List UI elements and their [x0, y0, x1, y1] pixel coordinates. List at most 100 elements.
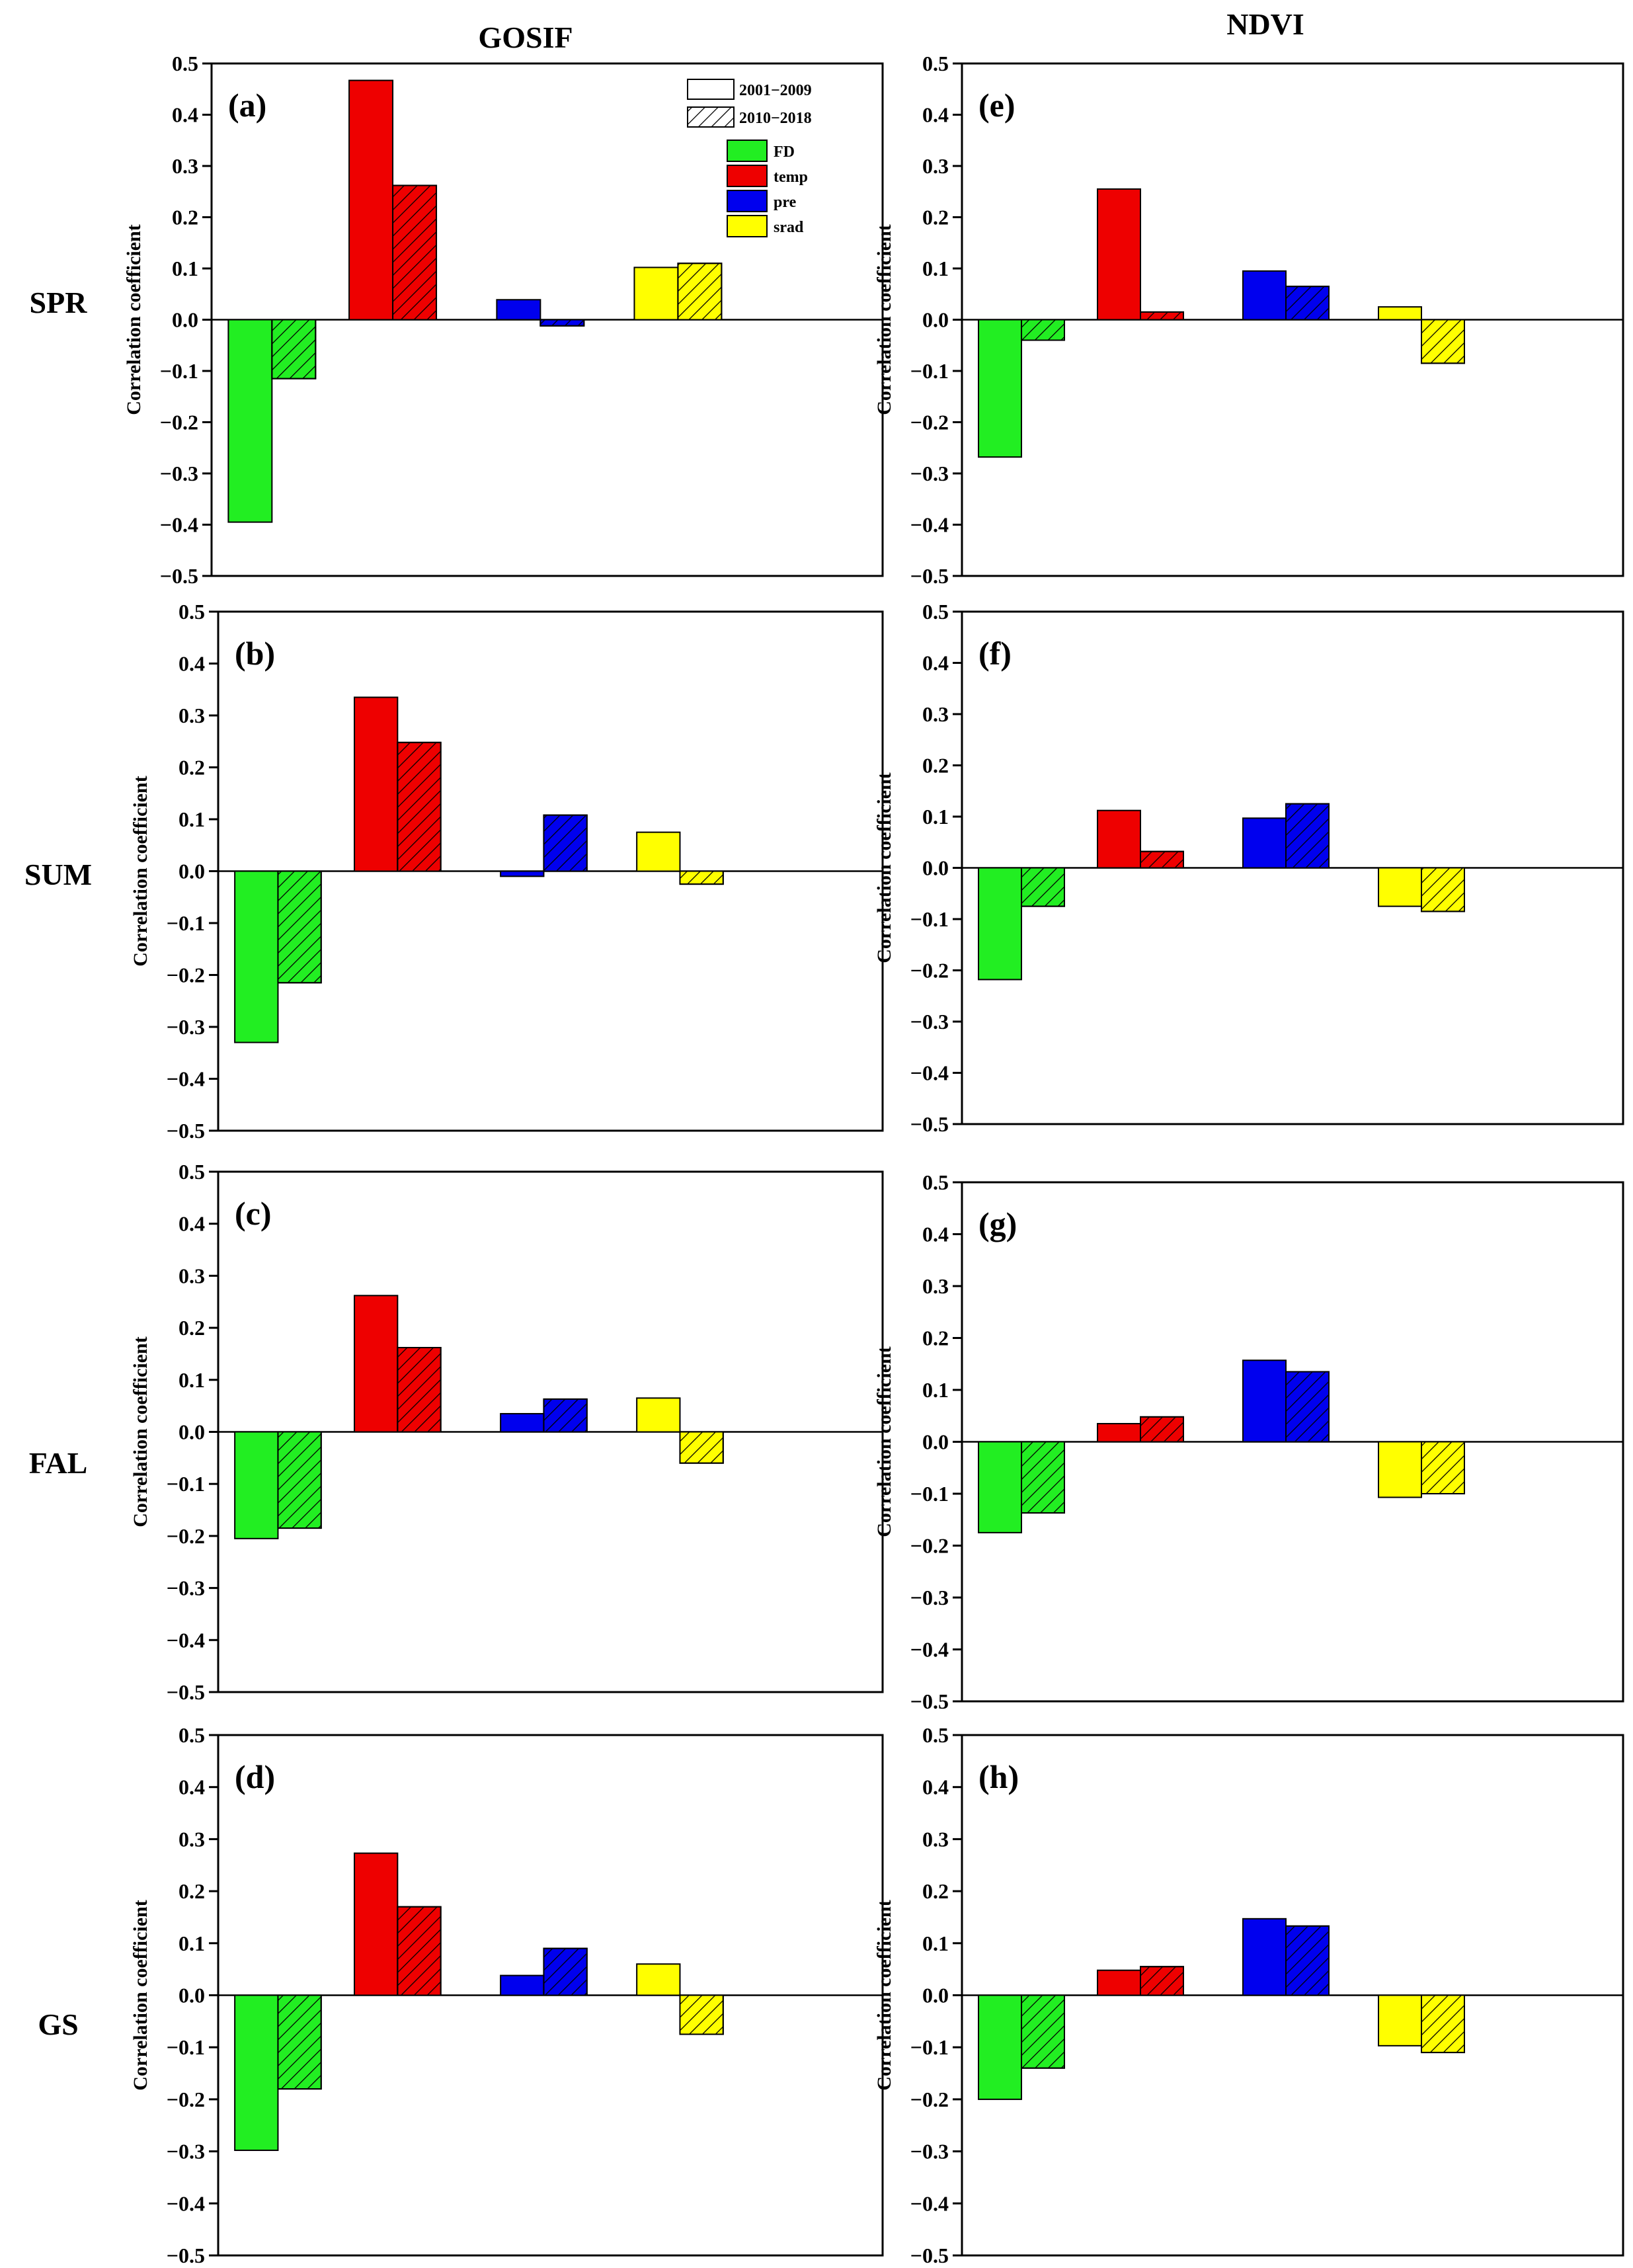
y-axis-label-c: Correlation coefficient [130, 1336, 151, 1527]
bar-hatch-fd-2010-2018-f [1021, 867, 1065, 907]
y-tick-label-h: 0.2 [922, 1879, 949, 1903]
bar-hatch-pre-2010-2018-g [1285, 1371, 1330, 1443]
bar-srad-2001-2009-e [1378, 306, 1422, 321]
y-tick-label-f: 0.2 [922, 754, 949, 778]
legend-swatch-pre [727, 190, 768, 212]
bar-fd-2001-2009-e [978, 319, 1022, 458]
bar-pre-2001-2009-c [500, 1412, 545, 1433]
y-tick-label-f: −0.4 [910, 1061, 949, 1085]
y-tick-label-a: 0.5 [172, 52, 198, 75]
y-tick-label-d: −0.4 [167, 2191, 205, 2215]
bar-fd-2001-2009-b [234, 870, 279, 1043]
y-axis-label-h: Correlation coefficient [873, 1900, 895, 2091]
bar-hatch-fd-2010-2018-d [277, 1994, 322, 2090]
y-tick-label-d: −0.2 [167, 2087, 205, 2111]
y-tick-label-h: −0.2 [910, 2087, 949, 2111]
bar-srad-2001-2009-a [633, 266, 679, 321]
bar-temp-2001-2009-e [1097, 188, 1141, 321]
y-tick-label-g: 0.4 [922, 1223, 949, 1246]
y-tick-label-e: −0.5 [910, 564, 949, 588]
y-tick-label-c: −0.5 [167, 1680, 205, 1704]
y-tick-label-e: 0.2 [922, 206, 949, 229]
y-tick-label-d: 0.1 [179, 1931, 205, 1955]
bar-srad-2001-2009-b [636, 831, 681, 872]
bar-hatch-fd-2010-2018-c [277, 1431, 322, 1529]
y-axis-label-e: Correlation coefficient [873, 224, 895, 415]
chart-panel-a: −0.5 −0.4 −0.3 −0.2 −0.1 0.0 0.1 0.2 0.3 0.4 0.5 Co… [123, 52, 884, 588]
bar-hatch-srad-2010-2018-d [679, 1994, 724, 2035]
y-tick-label-e: −0.1 [910, 359, 949, 383]
y-tick-label-h: 0.3 [922, 1827, 949, 1851]
bar-srad-2001-2009-g [1378, 1441, 1422, 1498]
y-tick-label-d: −0.5 [167, 2244, 205, 2267]
bar-hatch-pre-2010-2018-d [543, 1947, 588, 1996]
legend-label-srad: srad [774, 219, 804, 236]
bar-fd-2001-2009-c [234, 1431, 279, 1539]
y-tick-label-c: 0.5 [179, 1160, 205, 1184]
bar-fd-2001-2009-d [234, 1994, 279, 2152]
bar-pre-2001-2009-b [500, 870, 545, 877]
bar-hatch-fd-2010-2018-g [1021, 1441, 1065, 1514]
bar-pre-2001-2009-g [1242, 1359, 1287, 1443]
y-tick-label-a: 0.0 [172, 308, 198, 332]
y-tick-label-b: 0.0 [179, 860, 205, 883]
legend-label-pre: pre [774, 194, 797, 211]
bar-hatch-srad-2010-2018-h [1421, 1994, 1465, 2054]
bar-temp-2001-2009-h [1097, 1969, 1141, 1996]
bar-hatch-temp-2010-2018-a [392, 184, 438, 321]
y-tick-label-h: −0.5 [910, 2244, 949, 2267]
y-tick-label-e: −0.2 [910, 411, 949, 434]
y-tick-label-b: 0.4 [179, 652, 205, 676]
y-tick-label-h: −0.4 [910, 2191, 949, 2215]
y-axis-label-g: Correlation coefficient [873, 1346, 895, 1537]
y-tick-label-g: 0.1 [922, 1378, 949, 1402]
y-tick-label-g: 0.5 [922, 1170, 949, 1194]
chart-panel-g: −0.5 −0.4 −0.3 −0.2 −0.1 0.0 0.1 0.2 0.3 0.4 0.5 Co… [873, 1170, 1624, 1713]
row-label-sum: SUM [24, 858, 92, 891]
y-tick-label-e: 0.5 [922, 52, 949, 75]
bar-hatch-temp-2010-2018-h [1140, 1966, 1184, 1996]
bar-temp-2001-2009-c [354, 1295, 399, 1433]
bar-temp-2001-2009-a [348, 79, 394, 321]
y-tick-label-e: 0.4 [922, 103, 949, 127]
bar-srad-2001-2009-f [1378, 867, 1422, 907]
row-label-spr: SPR [30, 286, 88, 319]
y-tick-label-c: −0.2 [167, 1524, 205, 1548]
bar-hatch-srad-2010-2018-a [677, 263, 723, 321]
legend-label-temp: temp [774, 169, 808, 186]
legend-swatch-srad [727, 215, 768, 237]
bar-hatch-srad-2010-2018-e [1421, 319, 1465, 364]
y-tick-label-d: 0.4 [179, 1775, 205, 1799]
y-axis-label-b: Correlation coefficient [130, 776, 151, 967]
y-tick-label-e: 0.0 [922, 308, 949, 332]
bar-srad-2001-2009-d [636, 1963, 681, 1996]
y-tick-label-h: 0.5 [922, 1723, 949, 1747]
y-tick-label-f: 0.1 [922, 805, 949, 829]
y-tick-label-h: 0.4 [922, 1775, 949, 1799]
y-tick-label-d: 0.0 [179, 1984, 205, 2007]
chart-panels: −0.5 −0.4 −0.3 −0.2 −0.1 0.0 0.1 0.2 0.3 0.4 0.5 Co… [123, 52, 1624, 2267]
chart-panel-f: −0.5 −0.4 −0.3 −0.2 −0.1 0.0 0.1 0.2 0.3 0.4 0.5 Co… [873, 600, 1624, 1136]
y-tick-label-f: 0.5 [922, 600, 949, 624]
bar-hatch-pre-2010-2018-h [1285, 1925, 1330, 1996]
chart-panel-e: −0.5 −0.4 −0.3 −0.2 −0.1 0.0 0.1 0.2 0.3 0.4 0.5 Co… [873, 52, 1624, 588]
y-tick-label-h: 0.0 [922, 1984, 949, 2007]
bar-temp-2001-2009-d [354, 1852, 399, 1996]
y-tick-label-g: 0.3 [922, 1274, 949, 1298]
bar-hatch-fd-2010-2018-e [1021, 319, 1065, 341]
y-tick-label-f: −0.3 [910, 1010, 949, 1033]
y-tick-label-g: −0.5 [910, 1689, 949, 1713]
bar-pre-2001-2009-f [1242, 817, 1287, 869]
row-label-gs: GS [38, 2007, 78, 2041]
column-title-ndvi: NDVI [1226, 7, 1304, 41]
y-tick-label-c: −0.1 [167, 1472, 205, 1496]
y-tick-label-f: 0.4 [922, 651, 949, 675]
y-axis-label-a: Correlation coefficient [123, 224, 145, 415]
y-tick-label-c: 0.2 [179, 1316, 205, 1340]
y-tick-label-c: 0.3 [179, 1264, 205, 1287]
bar-hatch-srad-2010-2018-f [1421, 867, 1465, 912]
y-tick-label-a: −0.1 [160, 359, 198, 383]
y-tick-label-b: 0.2 [179, 756, 205, 780]
y-tick-label-a: −0.4 [160, 513, 198, 537]
y-tick-label-a: −0.2 [160, 411, 198, 434]
